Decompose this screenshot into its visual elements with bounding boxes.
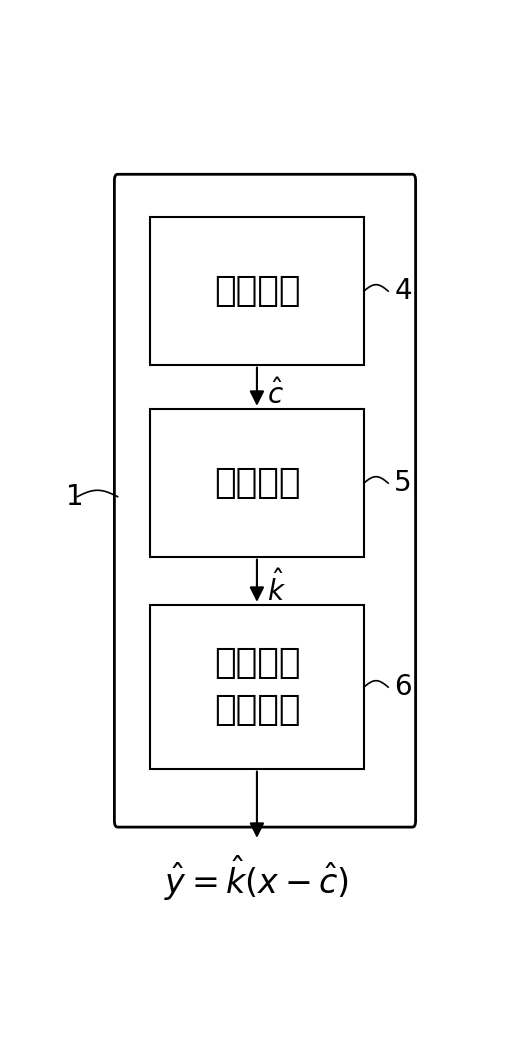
Text: 系数标定: 系数标定 [214, 465, 300, 500]
Text: 4: 4 [394, 277, 412, 305]
Text: 1: 1 [66, 483, 83, 511]
Bar [150, 605, 364, 769]
Text: $\hat{k}$: $\hat{k}$ [267, 570, 286, 607]
Text: 5: 5 [394, 469, 412, 497]
Text: 6: 6 [394, 673, 412, 701]
FancyBboxPatch shape [115, 175, 416, 827]
Text: 零点标定: 零点标定 [214, 273, 300, 308]
Bar [150, 217, 364, 365]
Text: $\hat{y} = \hat{k}(x - \hat{c})$: $\hat{y} = \hat{k}(x - \hat{c})$ [164, 854, 350, 903]
Bar [150, 408, 364, 557]
Text: 设定估计
仪表系数: 设定估计 仪表系数 [214, 646, 300, 727]
Text: $\hat{c}$: $\hat{c}$ [267, 379, 284, 410]
